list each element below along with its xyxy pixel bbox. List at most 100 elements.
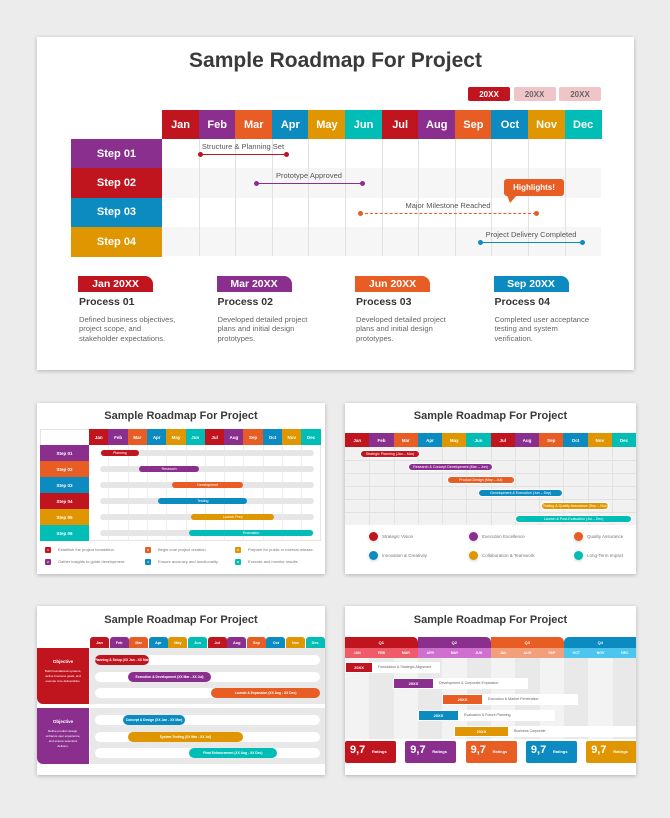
milestone-label: Structure & Planning Set: [201, 142, 285, 151]
item-label: Execution & Market Penetration: [488, 697, 539, 701]
legend-text: Begin core project creation.: [158, 547, 207, 552]
month-header: OCT: [564, 648, 589, 658]
month-header: Oct: [266, 637, 286, 648]
grid-line: [345, 499, 636, 500]
month-header: Mar: [129, 637, 149, 648]
objective-heading: Objective: [52, 719, 74, 724]
grid-line: [262, 445, 264, 541]
grid-line: [127, 445, 129, 541]
month-header: Feb: [198, 110, 236, 139]
month-header: AUG: [515, 648, 540, 658]
rating-label: Ratings: [552, 749, 568, 754]
grid-line: [381, 139, 383, 257]
task-bar: Testing: [158, 498, 248, 504]
month-header: Feb: [109, 637, 129, 648]
thumbnail-slide-2[interactable]: Sample Roadmap For Project Jan Feb Mar Apr M…: [345, 403, 636, 574]
rating-card: 9,7 Ratings: [345, 741, 396, 763]
item-label-box: [509, 726, 636, 737]
month-header: Mar: [127, 429, 148, 445]
process-title: Process 02: [217, 296, 273, 308]
task-bar: Final Enhancement (XX Aug - XX Dec): [188, 748, 277, 758]
grid-line: [235, 139, 237, 257]
legend-dot: [574, 532, 583, 541]
grid-line: [345, 460, 636, 461]
month-header: Apr: [148, 637, 168, 648]
legend-dot: [469, 532, 478, 541]
milestone-line: [200, 154, 286, 155]
thumbnail-slide-3[interactable]: Sample Roadmap For Project Jan Feb Mar Apr M…: [37, 606, 325, 775]
month-header: Jul: [490, 433, 516, 447]
process-title: Process 03: [356, 296, 412, 308]
month-header: Nov: [286, 637, 306, 648]
bar-track: [95, 715, 320, 725]
year-tab[interactable]: 20XX: [468, 87, 510, 101]
month-header: NOV: [588, 648, 613, 658]
task-bar: Launch & Expansion (XX Aug - XX Dec): [211, 688, 320, 698]
slide-title: Sample Roadmap For Project: [413, 614, 568, 626]
legend-text: Collaboration & Teamwork: [482, 553, 535, 558]
month-header: Jun: [185, 429, 206, 445]
legend-dot: [574, 551, 583, 560]
bar-track: [95, 655, 320, 665]
item-label: Foundation & Strategic Alignment: [378, 665, 432, 669]
month-header: Apr: [146, 429, 167, 445]
month-header: Apr: [417, 433, 443, 447]
year-tab[interactable]: 20XX: [559, 87, 601, 101]
task-bar: System Testing (XX Mar - XX Jul): [127, 731, 244, 742]
quarter-header: Q1: [345, 637, 418, 648]
month-header: May: [308, 110, 346, 139]
grid-line: [345, 486, 636, 487]
month-header: Dec: [611, 433, 636, 447]
bar-track: [95, 688, 320, 698]
legend-text: Quality Assurance: [587, 534, 624, 539]
objective-description: Refine product design, enhance user expe…: [45, 729, 81, 748]
year-badge: 20XX: [345, 662, 373, 673]
rating-card: 9,7 Ratings: [465, 741, 517, 763]
month-header: May: [442, 433, 467, 447]
thumbnail-slide-1[interactable]: Sample Roadmap For Project Jan Feb Mar Apr M…: [37, 403, 325, 574]
month-header: Jan: [90, 637, 110, 648]
month-header: Dec: [564, 110, 602, 139]
legend-number: 2: [45, 559, 51, 565]
main-slide[interactable]: Sample Roadmap For Project 20XX 20XX 20XX J…: [37, 37, 634, 370]
objective-card: [37, 648, 89, 704]
grid-line: [418, 139, 420, 257]
grid-line: [198, 139, 200, 257]
grid-line: [243, 445, 245, 541]
month-header: MAR: [393, 648, 418, 658]
month-header: Dec: [301, 429, 321, 445]
legend-text: Strategic Vision: [382, 534, 414, 539]
grid-line: [146, 445, 148, 541]
bar-track: [100, 466, 314, 472]
legend-text: Ensure accuracy and functionality.: [158, 559, 219, 564]
grid-line: [564, 139, 566, 257]
task-bar: Launch Prep: [191, 514, 275, 520]
month-header: Mar: [235, 110, 273, 139]
month-header: Oct: [491, 110, 529, 139]
grid-line: [345, 512, 636, 513]
process-description: Completed user acceptance testing and sy…: [494, 315, 590, 343]
month-header: MAY: [442, 648, 467, 658]
thumbnail-slide-4[interactable]: Sample Roadmap For Project Q1 JAN FEB MAR Q2…: [345, 606, 636, 775]
year-tab[interactable]: 20XX: [513, 87, 556, 101]
month-header: Jun: [345, 110, 383, 139]
month-header: Oct: [262, 429, 283, 445]
milestone-end-dot: [580, 239, 585, 245]
task-bar: Planning: [100, 450, 140, 456]
month-column: [612, 658, 636, 739]
month-header: Sep: [246, 637, 266, 648]
month-header: DEC: [612, 648, 636, 658]
objective-card: [37, 708, 89, 764]
legend-number: 3: [145, 547, 151, 553]
month-header: Aug: [514, 433, 540, 447]
legend-number: 1: [45, 547, 51, 553]
milestone-end-dot: [284, 152, 289, 157]
item-label-box: [459, 710, 555, 721]
month-header: JAN: [345, 648, 370, 658]
grid-line: [491, 139, 493, 257]
step-label: Step 05: [40, 509, 89, 525]
month-header: Sep: [539, 433, 564, 447]
step-label: Step 04: [40, 493, 89, 509]
rating-value: 9,7: [530, 744, 547, 756]
month-header: Jun: [466, 433, 491, 447]
